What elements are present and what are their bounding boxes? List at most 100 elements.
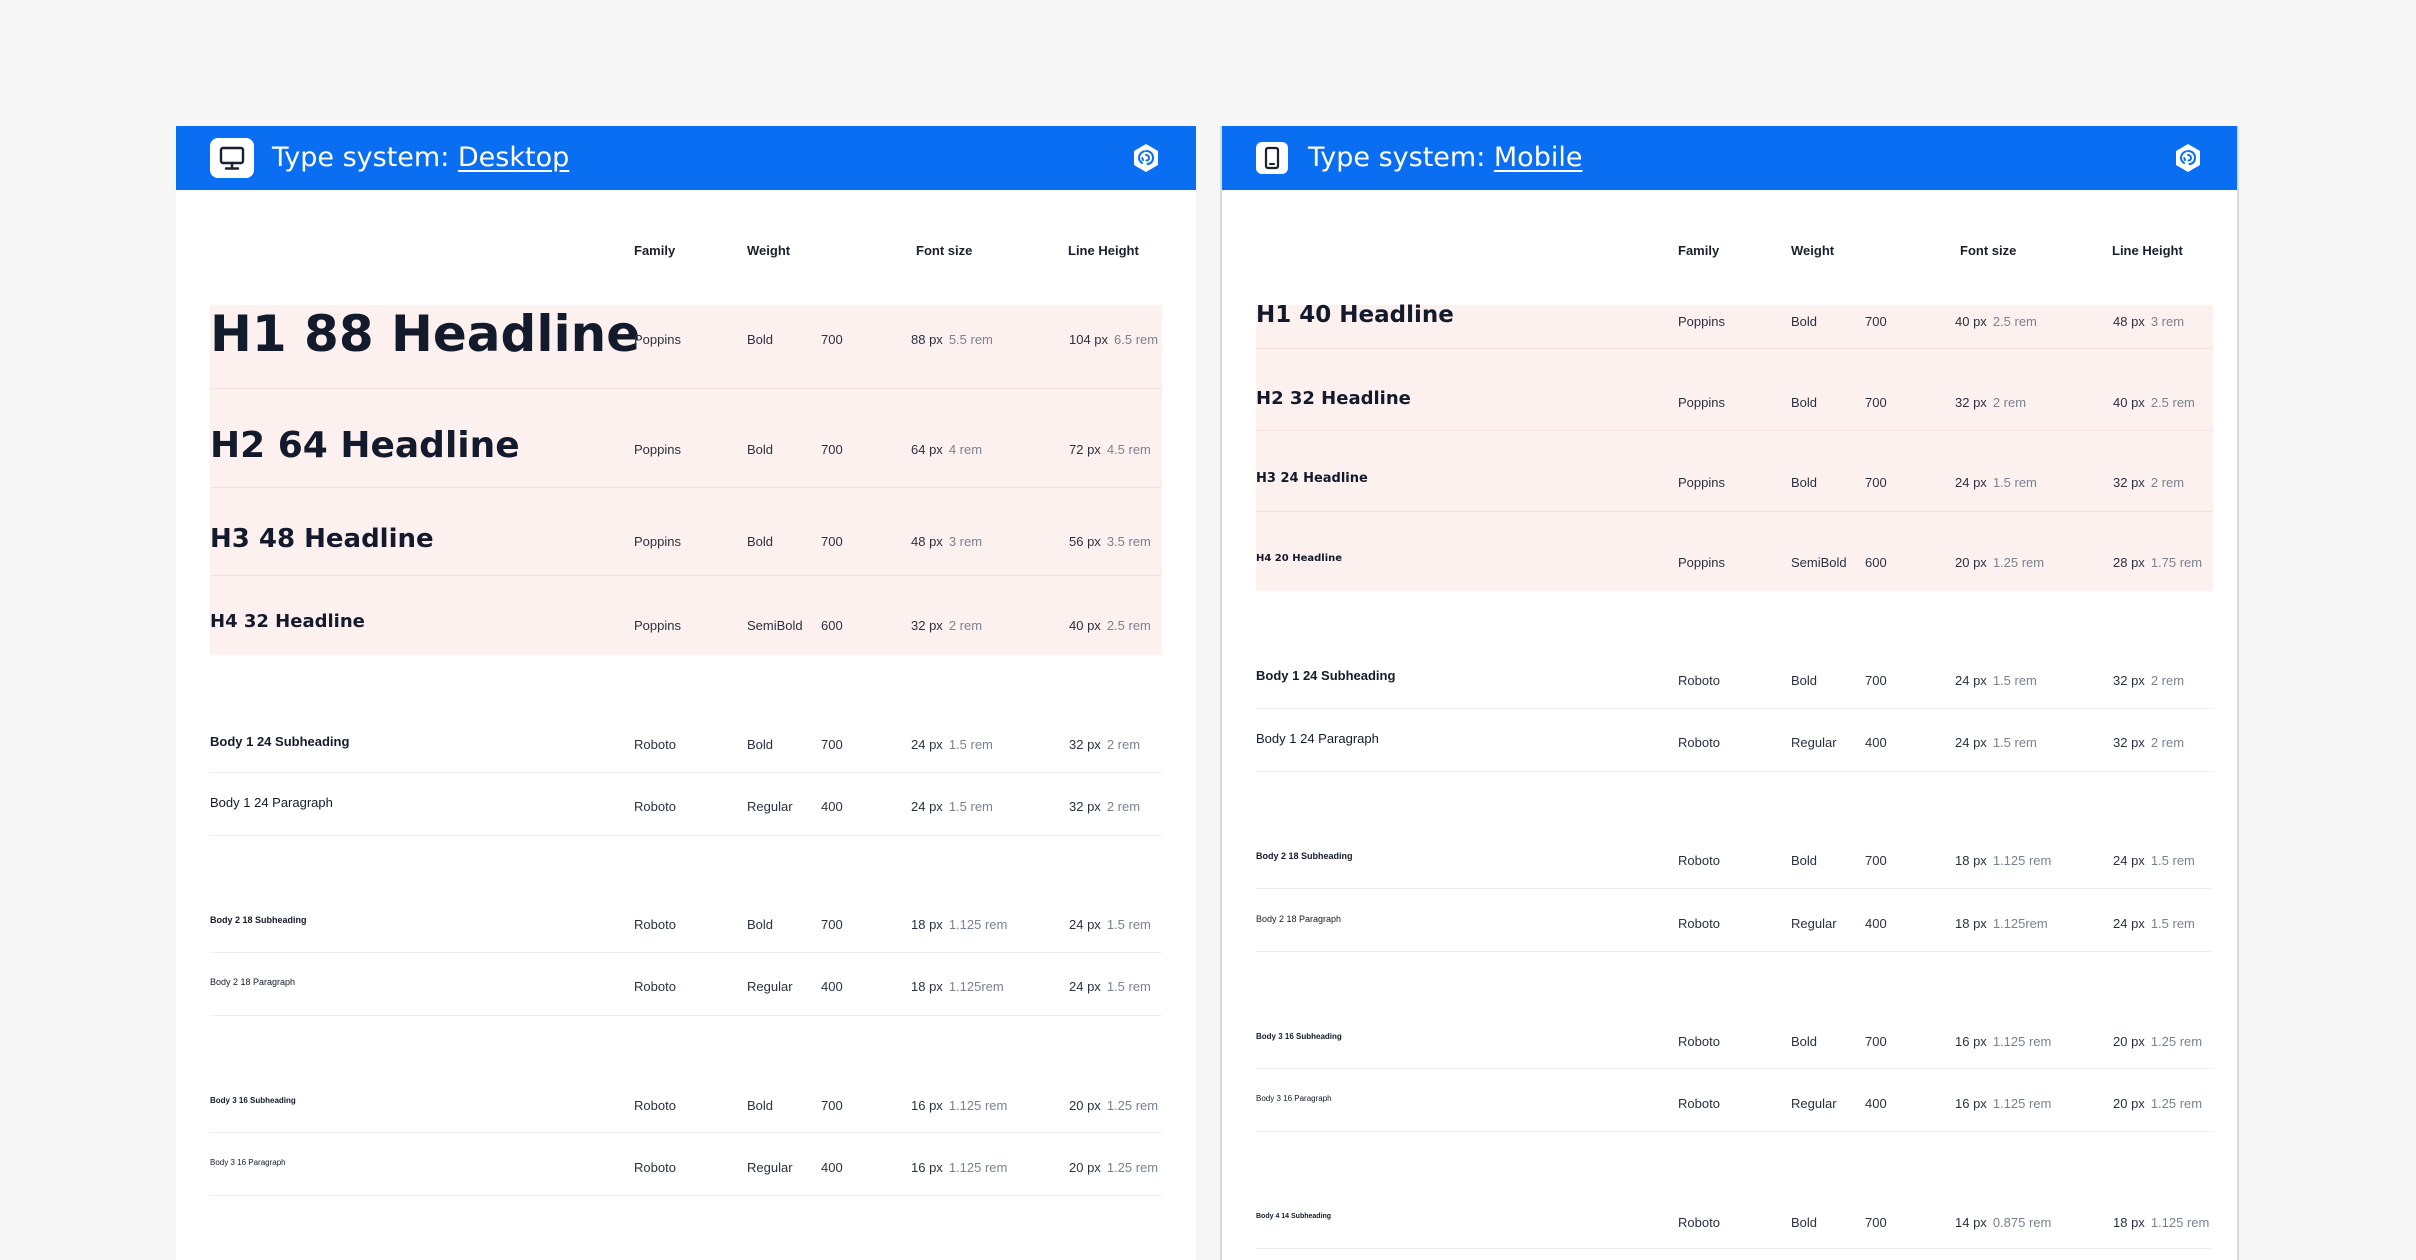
weight-cell: Bold [747,332,774,347]
family-cell: Roboto [634,1160,676,1175]
hexagon-spiral-icon [2176,144,2200,172]
headline-highlight-band [210,305,1162,655]
weight-cell: Bold [1791,1034,1818,1049]
font-size-cell: 16 px 1.125 rem [1955,1034,2051,1049]
weight-number-cell: 700 [1865,314,1887,329]
weight-cell: Bold [747,737,774,752]
panel-title: Type system: Desktop [272,140,569,176]
title-link-desktop[interactable]: Desktop [457,142,570,173]
col-head-font-size: Font size [916,243,973,258]
family-cell: Roboto [634,799,676,814]
panel-header: Type system: Mobile [1222,126,2237,190]
row-divider [210,1132,1162,1133]
weight-cell: Bold [1791,853,1818,868]
font-size-cell: 16 px 1.125 rem [911,1160,1007,1175]
font-size-rem: 1.125 rem [1992,1034,2052,1049]
row-divider [210,388,1162,389]
line-height-cell: 18 px 1.125 rem [2113,1215,2209,1230]
weight-cell: Bold [1791,395,1818,410]
weight-cell: Bold [1791,475,1818,490]
font-size-px: 16 px [911,1098,943,1113]
weight-cell: Bold [1791,1215,1818,1230]
row-divider [1256,430,2213,431]
line-height-cell: 72 px 4.5 rem [1069,442,1151,457]
weight-cell: Bold [747,442,774,457]
line-height-rem: 1.5 rem [1106,979,1151,994]
col-head-font-size: Font size [1960,243,2017,258]
font-size-px: 24 px [1955,735,1987,750]
weight-cell: Bold [1791,314,1818,329]
row-divider [210,487,1162,488]
line-height-rem: 3.5 rem [1106,534,1151,549]
family-cell: Roboto [1678,853,1720,868]
line-height-rem: 2 rem [2150,475,2185,490]
font-size-cell: 16 px 1.125 rem [1955,1096,2051,1111]
font-size-px: 18 px [1955,853,1987,868]
title-prefix: Type system: [1308,142,1494,173]
font-size-px: 18 px [911,917,943,932]
title-prefix: Type system: [272,142,458,173]
family-cell: Poppins [634,618,681,633]
font-size-cell: 88 px 5.5 rem [911,332,993,347]
type-sample: Body 2 18 Paragraph [1256,914,1342,924]
row-divider [1256,771,2213,772]
weight-number-cell: 700 [821,534,843,549]
row-divider [210,952,1162,953]
font-size-cell: 24 px 1.5 rem [911,799,993,814]
font-size-cell: 16 px 1.125 rem [911,1098,1007,1113]
font-size-px: 24 px [1955,673,1987,688]
line-height-rem: 2 rem [2150,735,2185,750]
row-divider [1256,348,2213,349]
font-size-rem: 1.125 rem [1992,1096,2052,1111]
col-head-weight: Weight [747,243,791,258]
weight-number-cell: 400 [1865,916,1887,931]
font-size-cell: 18 px 1.125rem [1955,916,2048,931]
line-height-px: 28 px [2113,555,2145,570]
line-height-rem: 1.25 rem [1106,1098,1159,1113]
font-size-cell: 20 px 1.25 rem [1955,555,2044,570]
weight-cell: Regular [1791,735,1837,750]
font-size-cell: 24 px 1.5 rem [911,737,993,752]
font-size-rem: 1.125rem [1992,916,2048,931]
font-size-rem: 1.5 rem [948,799,993,814]
row-divider [1256,708,2213,709]
font-size-rem: 2.5 rem [1992,314,2037,329]
line-height-px: 20 px [2113,1096,2145,1111]
font-size-px: 24 px [1955,475,1987,490]
row-divider [1256,1248,2213,1249]
type-sample: Body 3 16 Subheading [210,1096,296,1105]
title-link-mobile[interactable]: Mobile [1493,142,1583,173]
weight-number-cell: 700 [821,1098,843,1113]
line-height-cell: 40 px 2.5 rem [2113,395,2195,410]
line-height-cell: 32 px 2 rem [1069,799,1140,814]
line-height-rem: 1.125 rem [2150,1215,2210,1230]
font-size-px: 20 px [1955,555,1987,570]
family-cell: Roboto [634,1098,676,1113]
family-cell: Poppins [1678,475,1725,490]
mobile-type-panel: Type system: Mobile Family Weight Font s… [1220,126,2239,1260]
font-size-px: 16 px [1955,1034,1987,1049]
font-size-rem: 3 rem [948,534,983,549]
font-size-px: 18 px [911,979,943,994]
font-size-rem: 5.5 rem [948,332,993,347]
font-size-cell: 18 px 1.125 rem [911,917,1007,932]
row-divider [210,575,1162,576]
font-size-cell: 14 px 0.875 rem [1955,1215,2051,1230]
line-height-rem: 2 rem [1106,737,1141,752]
weight-cell: SemiBold [747,618,803,633]
line-height-px: 24 px [1069,979,1101,994]
family-cell: Roboto [634,737,676,752]
line-height-px: 20 px [1069,1160,1101,1175]
font-size-px: 14 px [1955,1215,1987,1230]
line-height-cell: 20 px 1.25 rem [2113,1034,2202,1049]
font-size-cell: 48 px 3 rem [911,534,982,549]
line-height-rem: 2 rem [2150,673,2185,688]
font-size-rem: 2 rem [948,618,983,633]
font-size-cell: 18 px 1.125rem [911,979,1004,994]
line-height-cell: 20 px 1.25 rem [2113,1096,2202,1111]
type-sample: Body 3 16 Paragraph [210,1158,286,1167]
weight-number-cell: 400 [821,1160,843,1175]
weight-cell: Bold [747,917,774,932]
line-height-rem: 1.25 rem [2150,1034,2203,1049]
line-height-px: 32 px [2113,475,2145,490]
